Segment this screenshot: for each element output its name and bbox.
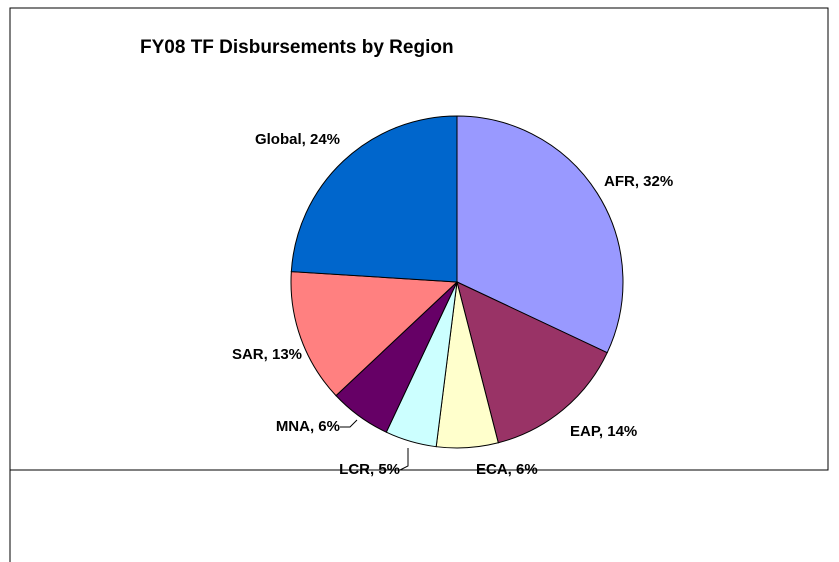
chart-title: FY08 TF Disbursements by Region	[140, 37, 454, 58]
data-label: LCR, 5%	[339, 461, 400, 478]
data-label: SAR, 13%	[232, 346, 302, 363]
leader-line	[399, 448, 409, 471]
pie-slice	[456, 115, 624, 354]
pie-slice	[290, 271, 459, 397]
chart-frame	[9, 7, 829, 562]
data-label: AFR, 32%	[604, 173, 673, 190]
data-label: Global, 24%	[255, 131, 340, 148]
pie-slice	[456, 281, 608, 444]
data-label: ECA, 6%	[476, 461, 538, 478]
pie-slice	[290, 115, 458, 283]
data-label: EAP, 14%	[570, 423, 637, 440]
leader-line	[340, 419, 358, 428]
data-label: MNA, 6%	[276, 418, 340, 435]
